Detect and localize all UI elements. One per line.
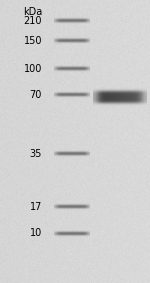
Text: 210: 210 xyxy=(24,16,42,26)
Text: 150: 150 xyxy=(24,36,42,46)
Text: 17: 17 xyxy=(30,201,42,212)
Text: 35: 35 xyxy=(30,149,42,159)
Text: 100: 100 xyxy=(24,64,42,74)
Text: 10: 10 xyxy=(30,228,42,239)
Text: 70: 70 xyxy=(30,90,42,100)
Text: kDa: kDa xyxy=(23,7,42,17)
